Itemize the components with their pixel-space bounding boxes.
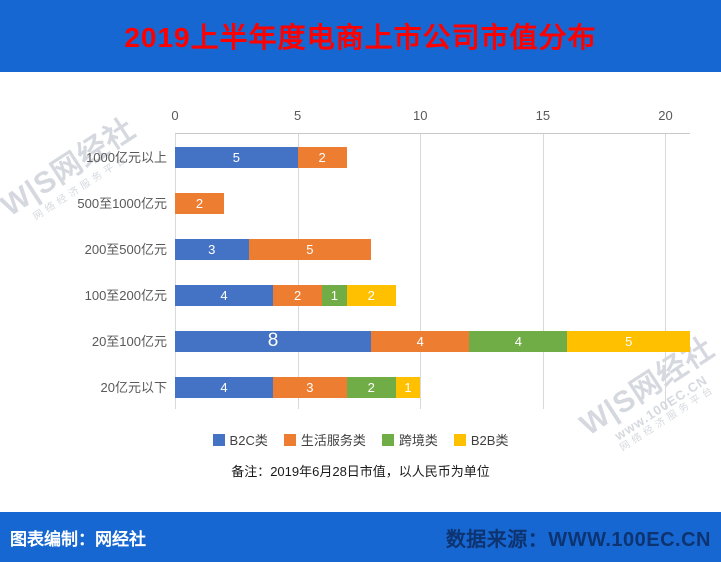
gridline bbox=[297, 134, 299, 409]
bar-value-label: 5 bbox=[232, 149, 240, 165]
bar-segment: 1 bbox=[322, 284, 347, 306]
bar-segment: 4 bbox=[175, 376, 274, 398]
legend-item: 跨境类 bbox=[381, 430, 438, 449]
top-banner: 2019上半年度电商上市公司市值分布 bbox=[0, 0, 721, 72]
category-label: 1000亿元以上 bbox=[86, 149, 167, 165]
bar-value-label: 3 bbox=[208, 241, 216, 257]
bar-value-label: 4 bbox=[514, 333, 522, 349]
legend-item: B2C类 bbox=[212, 430, 268, 449]
x-tick-label: 10 bbox=[413, 108, 428, 123]
legend-label: B2C类 bbox=[229, 433, 268, 448]
bar-segment: 4 bbox=[175, 284, 274, 306]
category-label: 100至200亿元 bbox=[84, 287, 167, 303]
bar-segment: 5 bbox=[175, 146, 298, 168]
bar-segment: 4 bbox=[371, 330, 470, 352]
bar-value-label: 2 bbox=[318, 149, 326, 165]
bar-value-label: 3 bbox=[306, 379, 314, 395]
bar-segment: 1 bbox=[395, 376, 421, 398]
bar-track: 4 3 2 1 bbox=[175, 376, 690, 398]
bar-track: 2 bbox=[175, 192, 690, 214]
bar-segment: 2 bbox=[346, 376, 396, 398]
footer-credit: 图表编制：网经社 bbox=[10, 529, 146, 549]
x-tick-label: 5 bbox=[293, 108, 302, 123]
chart-title: 2019上半年度电商上市公司市值分布 bbox=[124, 22, 597, 53]
bar-value-label: 2 bbox=[367, 379, 375, 395]
bar-segment: 8 bbox=[175, 330, 372, 352]
bar-value-label: 2 bbox=[294, 287, 302, 303]
bar-segment: 5 bbox=[248, 238, 372, 260]
gridline bbox=[542, 134, 544, 409]
legend-label: B2B类 bbox=[470, 433, 509, 448]
bar-segment: 2 bbox=[175, 192, 225, 214]
bar-value-label: 5 bbox=[306, 241, 314, 257]
bar-row: 2 bbox=[175, 180, 690, 226]
legend-label: 生活服务类 bbox=[300, 433, 366, 448]
footer-source: 数据来源：WWW.100EC.CN bbox=[445, 528, 711, 551]
gridline bbox=[175, 134, 176, 409]
bar-value-label: 1 bbox=[404, 379, 412, 395]
bar-row: 8 4 4 5 bbox=[175, 318, 690, 364]
legend-label: 跨境类 bbox=[398, 433, 438, 448]
bar-track: 8 4 4 5 bbox=[175, 330, 690, 352]
x-tick-label: 15 bbox=[535, 108, 551, 123]
bar-row: 4 3 2 1 bbox=[175, 364, 690, 410]
chart-note: 备注：2019年6月28日市值，以人民币为单位 bbox=[231, 464, 490, 479]
category-label: 20亿元以下 bbox=[100, 379, 167, 395]
bar-segment: 3 bbox=[273, 376, 347, 398]
bar-segment: 2 bbox=[273, 284, 323, 306]
bar-value-label: 2 bbox=[367, 287, 375, 303]
bar-value-label: 4 bbox=[220, 287, 228, 303]
bar-value-label: 8 bbox=[267, 330, 279, 351]
legend: B2C类 生活服务类 跨境类 B2B类 bbox=[0, 430, 721, 449]
x-axis-ticks: 0 5 10 15 20 bbox=[171, 108, 690, 128]
bar-segment: 2 bbox=[346, 284, 396, 306]
legend-item: 生活服务类 bbox=[283, 430, 366, 449]
bar-row: 4 2 1 2 bbox=[175, 272, 690, 318]
legend-swatch bbox=[453, 433, 466, 446]
bar-value-label: 4 bbox=[220, 379, 228, 395]
legend-item: B2B类 bbox=[453, 430, 509, 449]
bar-segment: 2 bbox=[297, 146, 347, 168]
category-labels: 1000亿元以上 500至1000亿元 200至500亿元 100至200亿元 20至1… bbox=[0, 133, 167, 409]
category-label: 500至1000亿元 bbox=[77, 195, 167, 211]
bar-value-label: 1 bbox=[330, 287, 339, 303]
bar-segment: 5 bbox=[567, 330, 690, 352]
footer-banner: 图表编制：网经社 数据来源：WWW.100EC.CN bbox=[0, 512, 721, 562]
x-tick-label: 20 bbox=[658, 108, 673, 123]
gridline bbox=[665, 134, 667, 409]
category-label: 200至500亿元 bbox=[84, 241, 167, 257]
category-label: 20至100亿元 bbox=[91, 333, 167, 349]
bar-segment: 4 bbox=[469, 330, 568, 352]
x-tick-label: 0 bbox=[171, 108, 179, 123]
bar-track: 4 2 1 2 bbox=[175, 284, 690, 306]
legend-swatch bbox=[212, 433, 225, 446]
bar-segment: 3 bbox=[175, 238, 249, 260]
bar-value-label: 4 bbox=[416, 333, 424, 349]
legend-swatch bbox=[283, 433, 296, 446]
bar-value-label: 5 bbox=[625, 333, 633, 349]
bar-value-label: 2 bbox=[195, 195, 204, 211]
gridline bbox=[420, 134, 422, 409]
legend-swatch bbox=[381, 433, 394, 446]
